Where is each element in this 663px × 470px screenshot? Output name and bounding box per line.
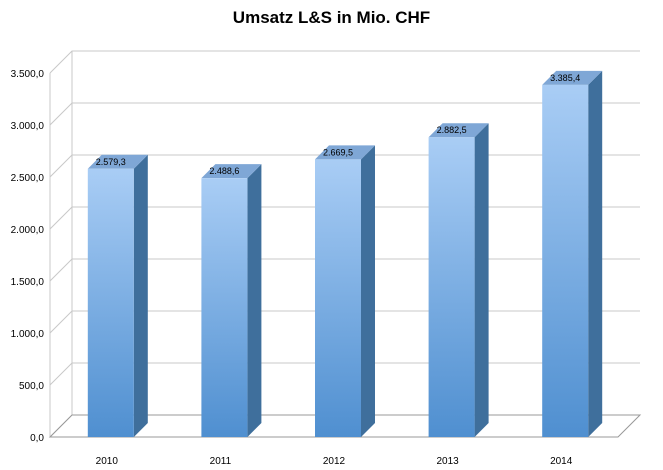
- bar-side: [474, 123, 489, 437]
- gridline: [49, 50, 640, 74]
- x-tick-label: 2011: [210, 456, 232, 467]
- bar-side: [588, 70, 603, 438]
- bar-side: [133, 154, 148, 437]
- data-label: 2.669,5: [323, 147, 353, 157]
- bar-top: [315, 145, 375, 160]
- y-tick-label: 0,0: [30, 433, 44, 444]
- bar-side: [361, 145, 375, 437]
- y-tick-label: 1.500,0: [11, 277, 45, 288]
- bar-side: [247, 164, 262, 437]
- bar: [428, 137, 475, 437]
- bar-top: [87, 154, 148, 169]
- x-tick-label: 2010: [96, 456, 119, 467]
- x-tick-label: 2012: [323, 456, 346, 467]
- y-tick-label: 2.500,0: [11, 173, 45, 184]
- data-label: 2.579,3: [96, 157, 126, 167]
- chart-title: Umsatz L&S in Mio. CHF: [232, 8, 431, 27]
- y-tick-label: 3.500,0: [11, 69, 45, 80]
- data-label: 2.882,5: [437, 125, 467, 135]
- x-tick-label: 2014: [550, 456, 573, 467]
- bar-top: [428, 123, 489, 138]
- data-label: 2.488,6: [209, 166, 239, 176]
- y-tick-label: 3.000,0: [11, 121, 45, 132]
- bar-top: [542, 70, 603, 85]
- y-tick-label: 2.000,0: [11, 225, 45, 236]
- bar: [201, 178, 248, 437]
- bar: [315, 159, 361, 437]
- bar: [542, 84, 589, 438]
- y-tick-label: 1.000,0: [11, 329, 45, 340]
- y-tick-label: 500,0: [19, 381, 44, 392]
- bar-top: [201, 164, 262, 179]
- bar: [87, 168, 134, 437]
- data-label: 3.385,4: [550, 73, 580, 83]
- x-tick-label: 2013: [436, 456, 459, 467]
